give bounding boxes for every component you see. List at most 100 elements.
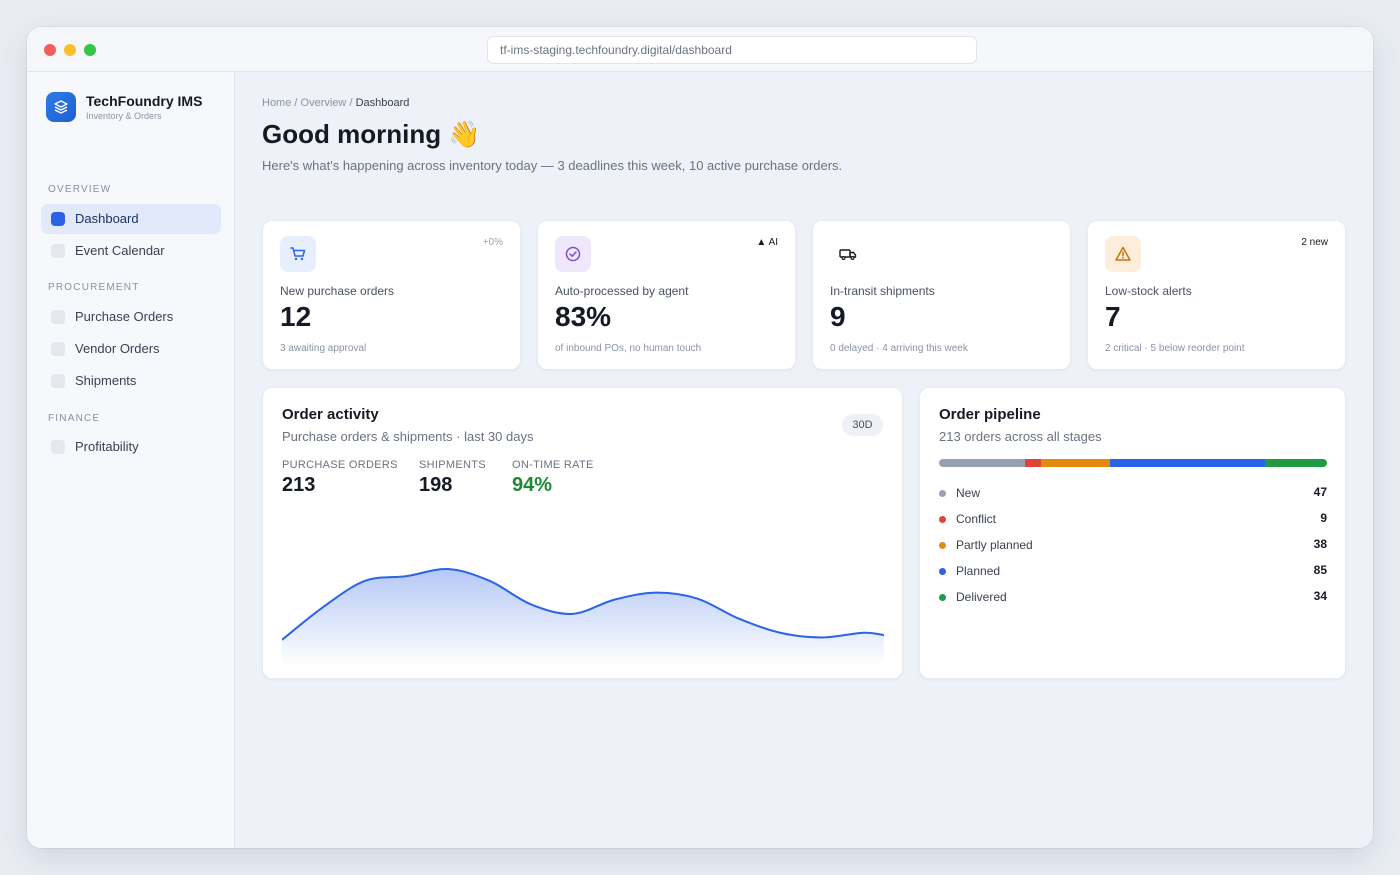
stat-note: of inbound POs, no human touch [555, 343, 702, 354]
minimize-window-button[interactable] [64, 44, 76, 56]
stat-note: 3 awaiting approval [280, 343, 367, 354]
kpi-label: ON-TIME RATE [512, 459, 594, 471]
sidebar-item-label: Dashboard [75, 211, 139, 226]
sidebar-item-purchase-orders[interactable]: Purchase Orders [41, 302, 221, 332]
kpi-value: 198 [419, 474, 453, 496]
sidebar: TechFoundry IMS Inventory & Orders OVERV… [27, 72, 235, 848]
warning-icon-glyph [1115, 246, 1131, 261]
check-circle-icon-glyph [565, 246, 581, 262]
sidebar-item-label: Event Calendar [75, 243, 165, 258]
stat-label: New purchase orders [280, 284, 395, 298]
calendar-icon [51, 244, 65, 258]
maximize-window-button[interactable] [84, 44, 96, 56]
stat-value: 83% [555, 301, 612, 332]
pipeline-row-conflict[interactable]: Conflict 9 [939, 510, 1327, 528]
order-activity-chart [282, 568, 884, 666]
breadcrumb-home[interactable]: Home [262, 97, 292, 109]
kpi-label: SHIPMENTS [419, 459, 486, 471]
cart-icon [280, 236, 316, 272]
brand-tagline: Inventory & Orders [86, 111, 162, 121]
sidebar-section-overview: OVERVIEW [48, 184, 112, 195]
sidebar-section-procurement: PROCUREMENT [48, 282, 140, 293]
stat-note: 0 delayed · 4 arriving this week [830, 343, 968, 354]
card-title: Order activity [282, 406, 379, 423]
pipeline-row-partly-planned[interactable]: Partly planned 38 [939, 536, 1327, 554]
brand-logo[interactable] [46, 92, 76, 122]
stat-badge: +0% [482, 237, 503, 248]
page-subtitle: Here's what's happening across inventory… [262, 158, 843, 173]
dashboard-icon [51, 212, 65, 226]
cart-icon-glyph [290, 247, 306, 261]
profitability-icon [51, 440, 65, 454]
legend-dot [939, 568, 946, 575]
stage-count: 9 [1320, 511, 1327, 525]
stat-value: 7 [1105, 301, 1121, 332]
card-subtitle: 213 orders across all stages [939, 429, 1102, 444]
stat-label: In-transit shipments [830, 284, 935, 298]
sidebar-item-dashboard[interactable]: Dashboard [41, 204, 221, 234]
breadcrumb-overview[interactable]: Overview [300, 97, 347, 109]
stat-card-in-transit-shipments[interactable]: In-transit shipments 9 0 delayed · 4 arr… [812, 220, 1071, 370]
stage-name: Conflict [956, 512, 997, 526]
purchase-orders-icon [51, 310, 65, 324]
stage-count: 47 [1313, 485, 1327, 499]
sidebar-item-event-calendar[interactable]: Event Calendar [41, 236, 221, 266]
sidebar-item-label: Vendor Orders [75, 341, 160, 356]
stage-count: 34 [1313, 589, 1327, 603]
legend-dot [939, 594, 946, 601]
pipeline-segment [1024, 459, 1041, 467]
pipeline-row-new[interactable]: New 47 [939, 484, 1327, 502]
legend-dot [939, 516, 946, 523]
pipeline-stacked-bar [939, 459, 1327, 467]
pipeline-segment [1265, 459, 1327, 467]
sidebar-item-label: Shipments [75, 373, 137, 388]
sidebar-item-vendor-orders[interactable]: Vendor Orders [41, 334, 221, 364]
stat-value: 12 [280, 301, 312, 332]
stat-value: 9 [830, 301, 846, 332]
stage-name: Planned [956, 564, 1001, 578]
warning-icon [1105, 236, 1141, 272]
sidebar-item-profitability[interactable]: Profitability [41, 432, 221, 462]
stat-label: Low-stock alerts [1105, 284, 1192, 298]
browser-titlebar: tf-ims-staging.techfoundry.digital/dashb… [27, 27, 1373, 72]
stage-name: Delivered [956, 590, 1007, 604]
card-subtitle: Purchase orders & shipments · last 30 da… [282, 429, 534, 444]
stat-card-low-stock-alerts[interactable]: 2 new Low-stock alerts 7 2 critical · 5 … [1087, 220, 1346, 370]
stage-name: Partly planned [956, 538, 1033, 552]
ai-badge: ▲ AI [756, 237, 778, 248]
legend-dot [939, 542, 946, 549]
legend-dot [939, 490, 946, 497]
pipeline-row-planned[interactable]: Planned 85 [939, 562, 1327, 580]
pipeline-segment [939, 459, 1025, 467]
card-title: Order pipeline [939, 406, 1041, 423]
stage-count: 38 [1313, 537, 1327, 551]
page-title: Good morning 👋 [262, 119, 481, 149]
sidebar-item-label: Purchase Orders [75, 309, 174, 324]
pipeline-segment [1041, 459, 1111, 467]
stat-card-new-purchase-orders[interactable]: +0% New purchase orders 12 3 awaiting ap… [262, 220, 521, 370]
brand-name: TechFoundry IMS [86, 93, 203, 109]
chart-area-fill [282, 568, 884, 666]
vendor-orders-icon [51, 342, 65, 356]
shipments-icon [51, 374, 65, 388]
pipeline-segment [1110, 459, 1266, 467]
sidebar-item-shipments[interactable]: Shipments [41, 366, 221, 396]
pipeline-row-delivered[interactable]: Delivered 34 [939, 588, 1327, 606]
check-circle-icon [555, 236, 591, 272]
main-content: Home / Overview / Dashboard Good morning… [235, 72, 1373, 848]
stage-count: 85 [1313, 563, 1327, 577]
kpi-value: 94% [512, 474, 553, 496]
truck-icon [830, 236, 866, 272]
chart-series-line [282, 568, 884, 641]
stat-label: Auto-processed by agent [555, 284, 689, 298]
range-selector-button[interactable]: 30D [842, 414, 883, 436]
breadcrumb: Home / Overview / Dashboard [262, 97, 409, 109]
new-alerts-badge: 2 new [1301, 237, 1328, 248]
layers-icon [54, 100, 68, 114]
kpi-label: PURCHASE ORDERS [282, 459, 398, 471]
address-bar[interactable]: tf-ims-staging.techfoundry.digital/dashb… [487, 36, 977, 64]
close-window-button[interactable] [44, 44, 56, 56]
stat-card-auto-processed[interactable]: ▲ AI Auto-processed by agent 83% of inbo… [537, 220, 796, 370]
truck-icon-glyph [839, 249, 857, 261]
browser-window: tf-ims-staging.techfoundry.digital/dashb… [27, 27, 1373, 848]
